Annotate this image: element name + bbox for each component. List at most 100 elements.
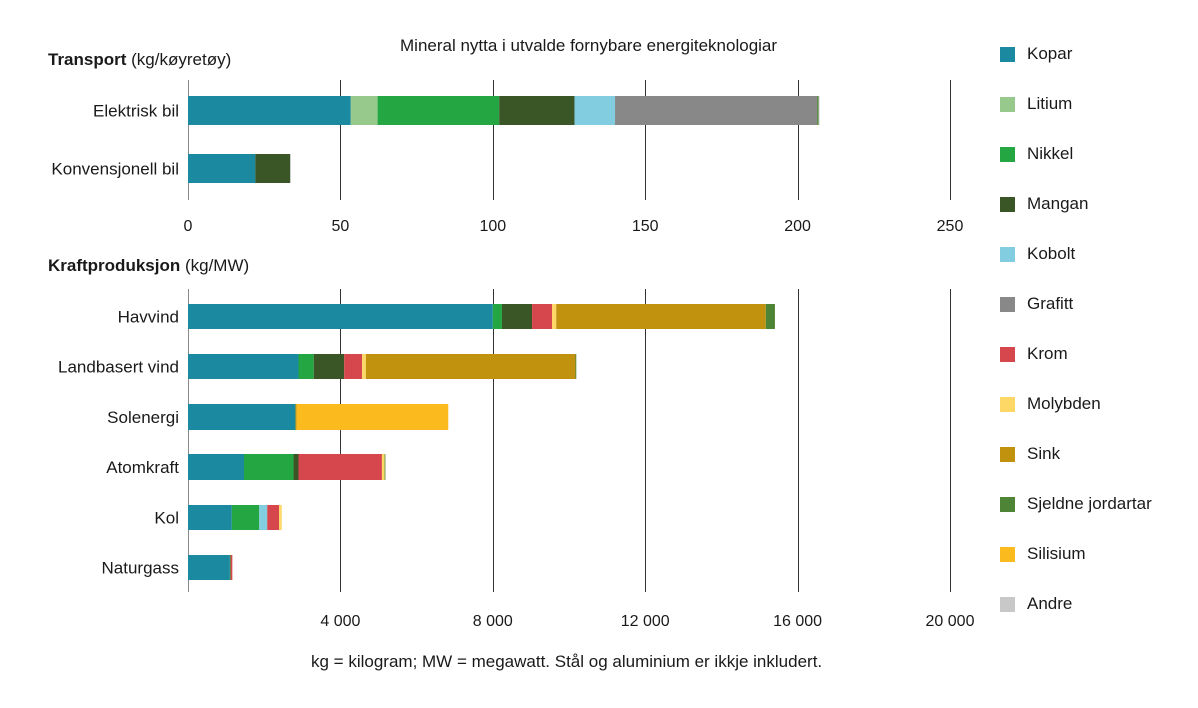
legend-swatch (1000, 496, 1015, 512)
legend-label: Andre (1027, 594, 1073, 613)
legend-item: Sjeldne jordartar (1000, 494, 1152, 514)
legend-item: Nikkel (1000, 144, 1073, 164)
legend-label: Mangan (1027, 194, 1089, 213)
x-tick-label: 16 000 (773, 613, 822, 630)
legend-swatch (1000, 296, 1015, 312)
bar-segment (295, 404, 297, 430)
bar-segment (293, 454, 299, 480)
legend-swatch (1000, 346, 1015, 362)
x-tick-label: 8 000 (473, 613, 513, 630)
bar-segment (818, 96, 820, 125)
bar-segment (556, 304, 766, 329)
legend-swatch (1000, 246, 1015, 262)
category-label: Kol (154, 509, 179, 528)
bar-segment (188, 555, 230, 580)
x-tick-label: 200 (784, 218, 811, 235)
x-tick-label: 50 (332, 218, 350, 235)
legend-label: Sjeldne jordartar (1027, 494, 1152, 513)
bar-segment (350, 96, 378, 125)
legend-swatch (1000, 596, 1015, 612)
bar-segment (492, 304, 502, 329)
legend-label: Grafitt (1027, 294, 1074, 313)
legend-swatch (1000, 396, 1015, 412)
category-label: Landbasert vind (58, 358, 179, 377)
bar-segment (501, 304, 533, 329)
bar-segment (267, 505, 280, 530)
bar-segment (188, 454, 245, 480)
legend-swatch (1000, 446, 1015, 462)
transport-section-label: Transport (kg/køyretøy) (48, 50, 231, 70)
legend-item: Sink (1000, 444, 1060, 464)
category-label: Elektrisk bil (93, 102, 179, 121)
legend-item: Mangan (1000, 194, 1088, 214)
legend-item: Molybden (1000, 394, 1101, 414)
bar-segment (765, 304, 775, 329)
category-label: Naturgass (102, 559, 179, 578)
legend-item: Silisium (1000, 544, 1086, 564)
legend-label: Sink (1027, 444, 1061, 463)
bar-segment (384, 454, 386, 480)
bar-segment (532, 304, 553, 329)
legend-item: Kopar (1000, 44, 1072, 64)
bar-segment (298, 454, 382, 480)
bar-segment (574, 96, 616, 125)
x-tick-label: 150 (632, 218, 659, 235)
bar-segment (377, 96, 500, 125)
legend-label: Molybden (1027, 394, 1101, 413)
legend-label: Kopar (1027, 44, 1073, 63)
bar-segment (188, 354, 299, 379)
category-label: Atomkraft (106, 458, 179, 477)
transport-title: Transport (48, 50, 127, 69)
legend-label: Nikkel (1027, 144, 1074, 163)
legend-label: Kobolt (1027, 244, 1076, 263)
bar-segment (344, 354, 363, 379)
bar-segment (499, 96, 575, 125)
bar-segment (575, 354, 577, 379)
bar-segment (188, 154, 256, 183)
bar-segment (255, 154, 291, 183)
x-tick-label: 12 000 (621, 613, 670, 630)
kraft-title: Kraftproduksjon (48, 256, 181, 275)
bar-segment (279, 505, 282, 530)
bar-segment (362, 354, 366, 379)
bar-segment (313, 354, 345, 379)
x-tick-label: 20 000 (926, 613, 975, 630)
bar-segment (244, 454, 294, 480)
chart-title: Mineral nytta i utvalde fornybare energi… (400, 36, 778, 55)
bar-segment (365, 354, 576, 379)
legend-swatch (1000, 196, 1015, 212)
x-tick-label: 100 (479, 218, 506, 235)
bar-segment (188, 404, 296, 430)
x-tick-label: 250 (937, 218, 964, 235)
bar-segment (231, 505, 260, 530)
bar-segment (229, 555, 231, 580)
legend-swatch (1000, 46, 1015, 62)
bar-segment (381, 454, 385, 480)
legend-swatch (1000, 546, 1015, 562)
legend-label: Krom (1027, 344, 1068, 363)
bar-segment (552, 304, 557, 329)
legend-swatch (1000, 146, 1015, 162)
legend-item: Kobolt (1000, 244, 1075, 264)
bar-segment (259, 505, 268, 530)
bar-segment (230, 555, 233, 580)
category-label: Havvind (118, 308, 179, 327)
x-tick-label: 4 000 (320, 613, 360, 630)
legend-label: Silisium (1027, 544, 1086, 563)
legend-swatch (1000, 96, 1015, 112)
transport-unit: (kg/køyretøy) (126, 50, 232, 69)
category-label: Solenergi (107, 408, 179, 427)
legend-item: Andre (1000, 594, 1072, 614)
legend-item: Grafitt (1000, 294, 1073, 314)
bar-segment (817, 96, 819, 125)
legend-item: Krom (1000, 344, 1068, 364)
bar-segment (290, 154, 291, 183)
legend-item: Litium (1000, 94, 1072, 114)
footnote: kg = kilogram; MW = megawatt. Stål og al… (311, 652, 823, 671)
x-tick-label: 0 (184, 218, 193, 235)
bar-segment (188, 96, 351, 125)
kraft-section-label: Kraftproduksjon (kg/MW) (48, 256, 249, 276)
kraft-unit: (kg/MW) (180, 256, 250, 275)
bar-segment (296, 404, 449, 430)
